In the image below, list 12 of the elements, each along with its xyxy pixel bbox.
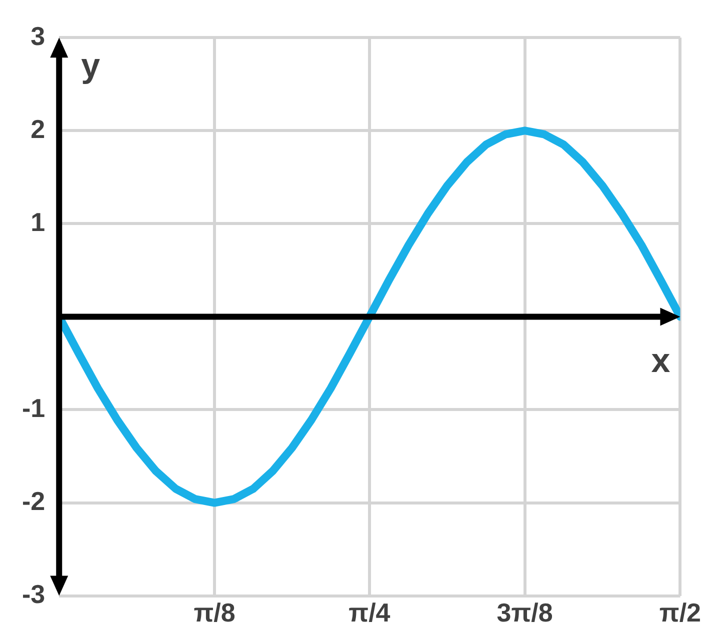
x-axis-title: x	[651, 342, 670, 380]
x-tick-label: π/4	[348, 598, 391, 628]
x-tick-label: π/2	[659, 598, 701, 628]
y-tick-label: 1	[30, 206, 46, 237]
y-tick-label: -2	[22, 486, 46, 516]
y-tick-label: -1	[22, 392, 46, 423]
x-tick-label: π/8	[194, 598, 236, 628]
y-tick-label: -3	[22, 578, 46, 609]
x-tick-label: 3π/8	[496, 598, 553, 628]
y-tick-label: 3	[30, 20, 46, 51]
y-axis-title: y	[81, 46, 100, 85]
y-tick-label: 2	[30, 114, 46, 144]
